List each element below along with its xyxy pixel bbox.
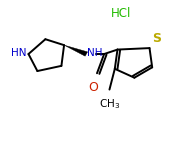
Text: O: O xyxy=(88,81,98,94)
Text: S: S xyxy=(152,32,161,45)
Text: HN: HN xyxy=(11,48,27,58)
Text: CH$_3$: CH$_3$ xyxy=(99,98,120,111)
Polygon shape xyxy=(64,45,88,56)
Text: HCl: HCl xyxy=(111,7,131,20)
Text: NH: NH xyxy=(87,48,103,58)
